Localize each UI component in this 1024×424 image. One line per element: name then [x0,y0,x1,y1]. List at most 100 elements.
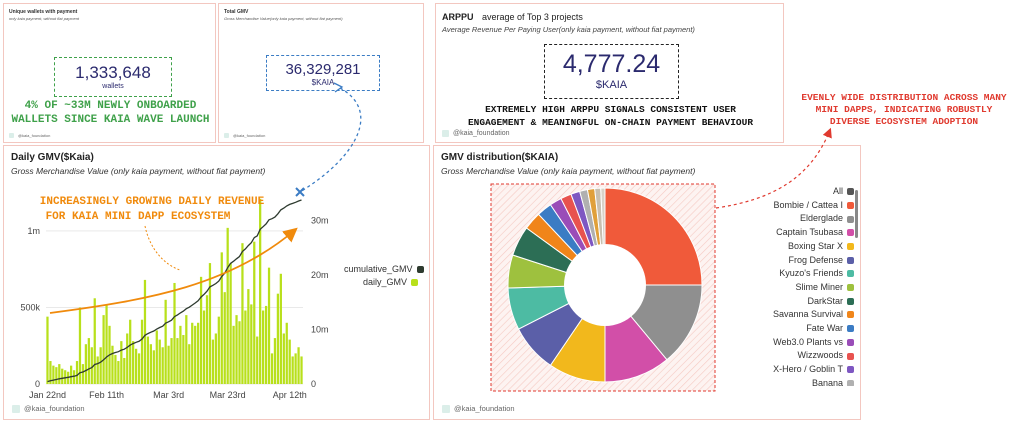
cumulative-gmv-line [47,199,302,383]
pie-legend-item[interactable]: Frog Defense [788,255,854,265]
wallets-footer: @kaia_foundation [9,133,50,138]
pie-legend-item[interactable]: Wizzwoods [797,350,854,360]
pie-legend-item[interactable]: Elderglade [800,213,854,223]
arppu-value: 4,777.24 [562,50,661,78]
pie-legend-item[interactable]: Banana [812,378,854,386]
daily-gmv-bar [264,305,268,384]
daily-gmv-bar [217,316,220,384]
daily-gmv-bar [256,336,259,384]
daily-gmv-bar [182,335,185,384]
daily-gmv-bar [78,307,82,384]
pie-legend-swatch [847,338,854,346]
daily-gmv-bar [259,198,262,384]
daily-gmv-bar [140,319,144,384]
daily-gmv-bar [134,348,138,384]
daily-gmv-bar [208,263,212,384]
daily-gmv-bar [87,338,90,384]
daily-gmv-bar [191,322,194,384]
kaia-logo-icon [12,404,20,413]
daily-gmv-bar [90,347,93,384]
distribution-annotation-line2: MINI DAPPS, INDICATING ROBUSTLY [815,104,993,115]
wallets-annotation-line2: WALLETS SINCE KAIA WAVE LAUNCH [11,114,210,126]
pie-legend-item[interactable]: Slime Miner [795,282,854,292]
daily-gmv-bar [288,339,291,384]
daily-subtitle: Gross Merchandise Value (only kaia payme… [11,166,266,176]
daily-gmv-bar [120,341,123,384]
pie-legend-label: Bombie / Cattea I [773,199,843,210]
daily-gmv-bar [188,344,191,384]
pie-legend-item[interactable]: DarkStar [807,296,854,306]
pie-legend-item[interactable]: All [833,186,854,196]
gmv-footer: @kaia_foundation [224,133,265,138]
pie-legend-swatch [847,188,854,196]
pie-legend-item[interactable]: Boxing Star X [788,241,854,251]
pie-legend-swatch [847,325,854,333]
pie-legend-label: Elderglade [799,213,843,224]
daily-gmv-bar [229,263,232,384]
pie-donut-hole [564,244,646,326]
daily-gmv-bar [173,282,176,384]
pie-legend-scrollbar[interactable] [855,190,858,238]
pie-legend-label: Web3.0 Plants vs [773,336,843,347]
x-tick-label: Apr 12th [273,390,307,400]
pie-legend-item[interactable]: X-Hero / Goblin T [773,364,854,374]
daily-gmv-bar [81,364,85,384]
daily-gmv-bar [58,364,61,384]
pie-legend-swatch [847,229,854,237]
pie-legend-label: Captain Tsubasa [776,227,843,238]
daily-gmv-bar [267,267,271,384]
pie-legend-swatch [847,297,854,305]
pie-legend-item[interactable]: Kyuzo's Friends [779,268,854,278]
daily-title: Daily GMV($Kaia) [11,152,94,163]
y-right-tick-label: 0 [311,379,316,389]
pie-legend-label: Banana [811,377,843,386]
pie-legend-item[interactable]: Bombie / Cattea I [773,200,854,210]
daily-gmv-bar [55,367,58,384]
pie-legend-swatch [847,311,854,319]
pie-legend-item[interactable]: Web3.0 Plants vs [773,337,854,347]
pie-legend-item[interactable]: Captain Tsubasa [776,227,854,237]
daily-gmv-bar [199,276,203,384]
daily-gmv-bar [46,316,49,384]
daily-footer-text: @kaia_foundation [24,404,85,413]
legend-daily: daily_GMV [363,277,419,287]
daily-annotation: INCREASINGLY GROWING DAILY REVENUE FOR K… [40,196,298,314]
kaia-logo-icon [442,130,449,137]
pie-legend-label: Slime Miner [795,281,843,292]
daily-gmv-bar [285,322,288,384]
arppu-panel: ARPPU average of Top 3 projects Average … [435,3,784,143]
daily-gmv-bar [111,345,114,384]
daily-gmv-bar [235,315,238,384]
gmv-kpi-box: 36,329,281 $KAIA [266,55,380,91]
gmv-unit: $KAIA [311,78,335,87]
daily-gmv-bar [52,365,55,384]
daily-gmv-bar [146,336,150,384]
daily-gmv-bar [253,241,256,384]
pie-legend-swatch [847,379,854,386]
pie-title: GMV distribution($KAIA) [441,152,559,163]
pie-legend-swatch [847,352,854,360]
y-right-tick-label: 10m [311,324,329,334]
total-gmv-panel: Total GMV Gross Merchandise Value(only k… [218,3,424,143]
daily-gmv-bar [241,243,244,384]
pie-legend-item[interactable]: Savanna Survival [773,309,854,319]
pie-legend-label: DarkStar [807,295,843,306]
x-tick-label: Mar 23rd [210,390,246,400]
pie-legend-item[interactable]: Fate War [806,323,854,333]
pie-legend-label: Frog Defense [788,254,843,265]
legend-cumulative-swatch [416,266,424,274]
arppu-unit: $KAIA [595,79,628,91]
daily-gmv-bar [93,298,96,384]
y-left-tick-label: 1m [27,226,40,236]
daily-gmv-bar [126,333,129,384]
wallets-title: Unique wallets with payment [9,9,78,15]
daily-gmv-bar [250,304,253,384]
daily-gmv-bar [102,315,105,384]
kaia-logo-icon [224,133,229,138]
legend-daily-label: daily_GMV [363,277,408,287]
gmv-connector [295,82,362,197]
daily-gmv-bar [96,356,99,384]
pie-legend-swatch [847,256,854,264]
kaia-logo-icon [442,404,450,413]
